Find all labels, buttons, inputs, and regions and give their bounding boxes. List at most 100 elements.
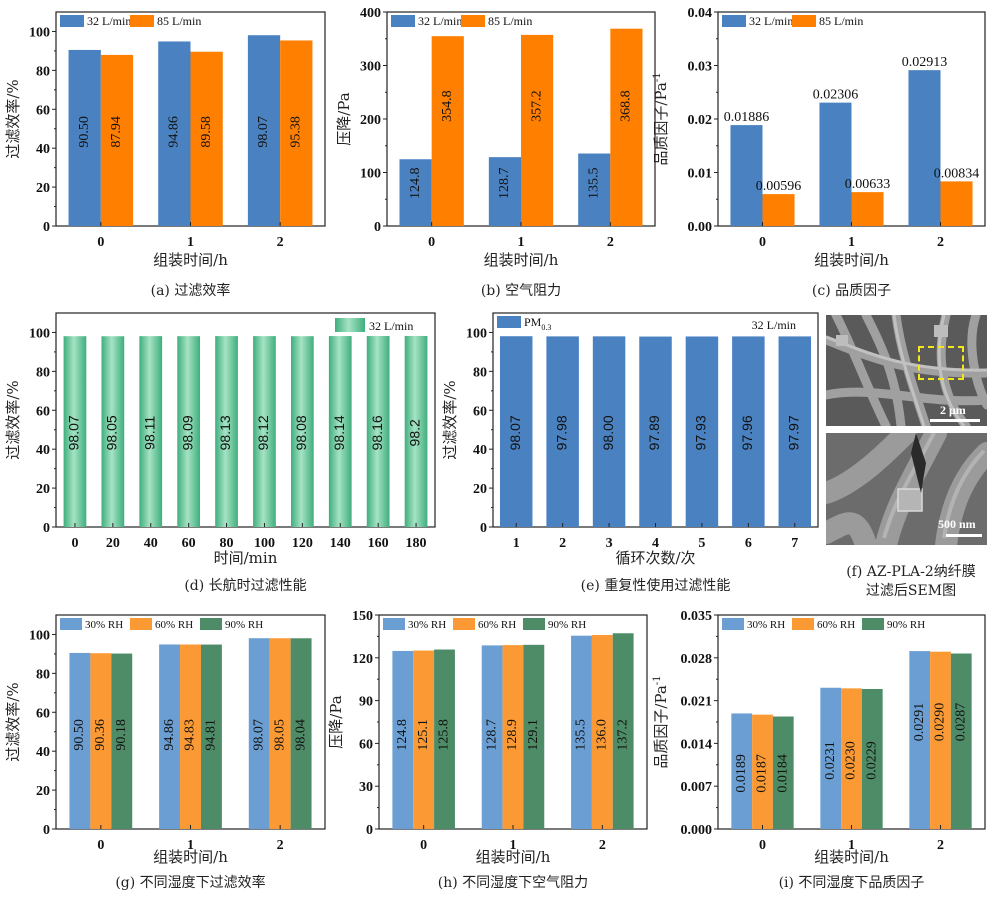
bar-c-1-2 xyxy=(940,181,973,226)
legend: 32 L/min 85 L/min xyxy=(722,14,863,28)
y-axis-label: 品质因子/Pa-1 xyxy=(652,72,670,165)
y-tick-label: 0 xyxy=(43,220,50,235)
bar-i-2-2 xyxy=(950,653,972,829)
legend-swatch xyxy=(383,618,405,630)
data-label: 0.0184 xyxy=(775,754,790,793)
legend: 30% RH 60% RH 90% RH xyxy=(722,618,925,631)
data-label: 136.0 xyxy=(595,719,610,751)
bar-e-0-5 xyxy=(732,336,765,527)
data-label: 0.0189 xyxy=(734,754,749,793)
bar-h-2-1 xyxy=(523,644,545,829)
x-tick-label: 120 xyxy=(292,536,313,551)
y-tick-label: 0.04 xyxy=(688,6,713,21)
data-label: 94.81 xyxy=(204,719,219,751)
data-label: 368.8 xyxy=(619,90,634,122)
y-tick-label: 120 xyxy=(352,652,373,667)
x-tick-label: 0 xyxy=(97,838,104,853)
x-tick-label: 160 xyxy=(368,536,389,551)
data-label: 98.07 xyxy=(251,719,266,751)
bar-i-2-0 xyxy=(772,716,794,829)
y-tick-label: 40 xyxy=(36,443,50,458)
x-tick-label: 2 xyxy=(559,536,566,551)
legend-label: 30% RH xyxy=(408,619,446,631)
y-axis-label: 过滤效率/% xyxy=(4,380,22,459)
bar-d-0-1 xyxy=(101,336,125,527)
legend-swatch xyxy=(792,618,814,630)
data-label: 94.86 xyxy=(167,116,182,148)
legend-label: 60% RH xyxy=(478,619,516,631)
legend-label: 85 L/min xyxy=(157,14,201,28)
data-label: 97.97 xyxy=(785,415,801,450)
x-tick-label: 6 xyxy=(745,536,752,551)
y-tick-label: 20 xyxy=(473,482,487,497)
chart-g: 90.50 94.86 98.07 90.36 94.83 98.05 90.18 94.81… xyxy=(4,614,326,891)
scale-bar-top xyxy=(930,419,980,422)
x-tick-label: 1 xyxy=(513,536,520,551)
legend-swatch xyxy=(200,618,222,630)
bar-d-0-2 xyxy=(139,336,163,527)
y-tick-label: 30 xyxy=(359,780,373,795)
sem-texture-top xyxy=(826,315,987,426)
x-axis-label: 时间/min xyxy=(214,549,278,567)
legend-swatch xyxy=(523,618,545,630)
data-label: 98.2 xyxy=(407,419,423,446)
data-label: 98.04 xyxy=(293,719,308,751)
bar-d-0-5 xyxy=(253,336,276,527)
y-tick-label: 60 xyxy=(36,404,50,419)
legend: 30% RH 60% RH 90% RH xyxy=(383,618,586,631)
bar-c-1-1 xyxy=(851,192,884,226)
x-tick-label: 2 xyxy=(277,838,284,853)
y-tick-label: 0.021 xyxy=(681,695,713,710)
data-label: 98.13 xyxy=(217,415,233,450)
bar-i-1-0 xyxy=(752,714,773,829)
y-tick-label: 0 xyxy=(43,823,50,838)
x-axis-label: 循环次数/次 xyxy=(615,549,695,567)
y-tick-label: 100 xyxy=(360,167,381,182)
x-tick-label: 0 xyxy=(428,235,435,250)
legend: 30% RH 60% RH 90% RH xyxy=(60,618,263,631)
bar-h-2-0 xyxy=(434,649,455,829)
bar-c-0-0 xyxy=(730,125,763,226)
x-tick-label: 2 xyxy=(277,235,284,250)
data-label: 98.00 xyxy=(600,415,616,450)
legend-label-subscript: 0.3 xyxy=(541,323,551,332)
y-tick-label: 80 xyxy=(36,64,50,79)
bar-c-1-0 xyxy=(762,194,795,226)
data-label: 0.0229 xyxy=(864,741,879,780)
x-tick-label: 4 xyxy=(652,536,659,551)
sem-texture-bottom xyxy=(826,433,987,545)
x-tick-label: 2 xyxy=(607,235,614,250)
y-tick-label: 20 xyxy=(36,784,50,799)
x-tick-label: 1 xyxy=(187,235,194,250)
flow-rate-annotation: 32 L/min xyxy=(752,318,796,332)
scale-bar-bottom xyxy=(946,534,982,537)
data-label: 0.0231 xyxy=(823,741,838,780)
data-label: 90.18 xyxy=(114,719,129,751)
panel-caption: (e) 重复性使用过滤性能 xyxy=(581,577,731,594)
bar-h-1-2 xyxy=(591,634,613,829)
bar-d-0-8 xyxy=(366,336,390,527)
panel-caption: (c) 品质因子 xyxy=(812,283,891,299)
x-tick-label: 1 xyxy=(518,235,525,250)
y-axis-label: 过滤效率/% xyxy=(4,79,22,158)
bar-e-0-6 xyxy=(778,336,812,527)
data-label: 90.36 xyxy=(93,719,108,751)
bar-d-0-3 xyxy=(177,336,201,527)
y-axis-label-superscript: -1 xyxy=(652,675,663,685)
data-label: 97.89 xyxy=(646,415,662,450)
legend-swatch xyxy=(792,15,816,27)
y-axis-label: 压降/Pa xyxy=(327,695,345,748)
bar-b-0-0 xyxy=(399,159,432,226)
bar-b-0-1 xyxy=(488,157,521,226)
bar-i-0-0 xyxy=(731,713,753,829)
bar-g-2-2 xyxy=(290,638,312,829)
y-tick-label: 400 xyxy=(360,6,381,21)
data-label: 0.0287 xyxy=(953,703,968,742)
data-label: 0.00834 xyxy=(934,166,980,181)
legend-swatch xyxy=(453,618,475,630)
legend-label: 32 L/min xyxy=(418,14,462,28)
legend-swatch xyxy=(391,15,415,27)
bar-g-1-1 xyxy=(180,644,201,829)
panel-caption: (h) 不同湿度下空气阻力 xyxy=(438,875,588,891)
legend-label: PM0.3 xyxy=(524,315,551,332)
